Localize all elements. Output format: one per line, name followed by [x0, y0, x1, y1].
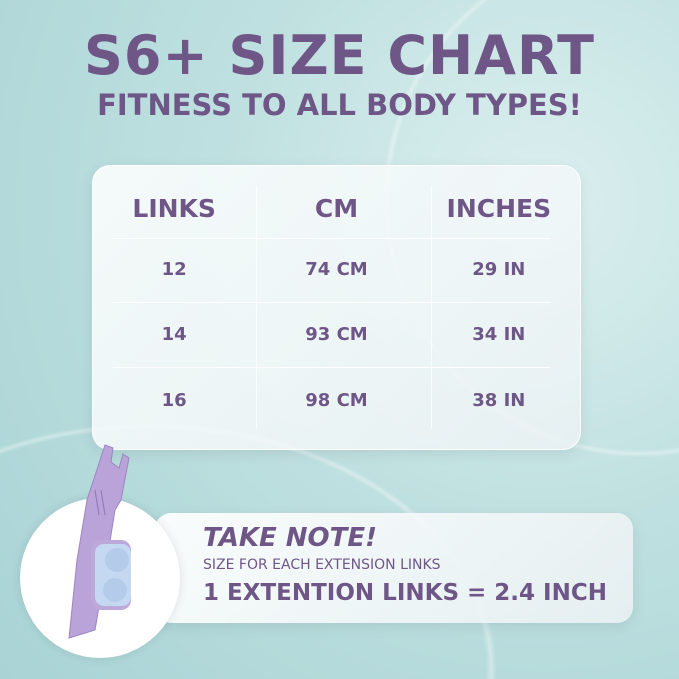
- note-main: 1 EXTENTION LINKS = 2.4 INCH: [203, 580, 607, 606]
- note-subtitle: SIZE FOR EACH EXTENSION LINKS: [203, 557, 441, 573]
- table-row: 14 93 CM 34 IN: [93, 324, 580, 345]
- row-divider: [113, 302, 550, 303]
- cell-links: 16: [161, 390, 187, 411]
- cell-cm: 74 CM: [305, 259, 368, 280]
- extension-link-image: [68, 444, 131, 639]
- cell-cm: 98 CM: [305, 390, 368, 411]
- column-divider: [431, 186, 432, 429]
- header-links: LINKS: [132, 194, 216, 223]
- cell-inches: 34 IN: [472, 324, 526, 345]
- table-row: 12 74 CM 29 IN: [93, 259, 580, 280]
- row-divider: [113, 367, 550, 368]
- column-divider: [256, 186, 257, 429]
- page-title: S6+ SIZE CHART: [84, 24, 595, 87]
- row-divider: [113, 238, 550, 239]
- page-subtitle: FITNESS TO ALL BODY TYPES!: [97, 88, 582, 122]
- table-header-row: LINKS CM INCHES: [93, 194, 580, 223]
- note-title: TAKE NOTE!: [203, 523, 378, 553]
- cell-inches: 29 IN: [472, 259, 526, 280]
- header-inches: INCHES: [446, 194, 552, 223]
- cell-inches: 38 IN: [472, 390, 526, 411]
- cell-cm: 93 CM: [305, 324, 368, 345]
- note-card: TAKE NOTE! SIZE FOR EACH EXTENSION LINKS…: [155, 513, 633, 623]
- cell-links: 14: [161, 324, 187, 345]
- table-row: 16 98 CM 38 IN: [93, 390, 580, 411]
- header-cm: CM: [314, 194, 359, 223]
- cell-links: 12: [161, 259, 187, 280]
- size-table: LINKS CM INCHES 12 74 CM 29 IN 14 93 CM …: [92, 165, 581, 450]
